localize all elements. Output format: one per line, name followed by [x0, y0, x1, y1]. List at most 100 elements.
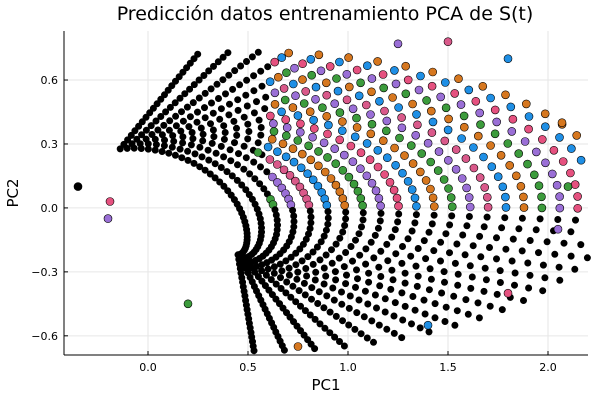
scatter-point	[439, 175, 449, 184]
scatter-point	[537, 135, 547, 144]
scatter-point	[375, 321, 383, 329]
scatter-point	[251, 268, 259, 276]
scatter-point	[311, 315, 319, 323]
scatter-point	[135, 122, 143, 130]
scatter-point	[447, 202, 457, 211]
scatter-point	[314, 161, 323, 171]
scatter-point	[296, 327, 304, 335]
scatter-point	[417, 149, 427, 158]
scatter-point	[371, 291, 379, 299]
scatter-point	[407, 252, 415, 260]
scatter-point	[105, 197, 115, 206]
scatter-point	[342, 208, 350, 216]
scatter-point	[433, 166, 443, 175]
y-tick-label: 0.3	[41, 138, 59, 151]
scatter-point	[331, 333, 339, 341]
scatter-point	[323, 292, 331, 300]
scatter-point	[209, 126, 217, 134]
scatter-point	[195, 94, 203, 102]
scatter-point	[198, 153, 206, 161]
scatter-point	[415, 167, 425, 177]
scatter-point	[364, 300, 372, 308]
scatter-point	[366, 110, 375, 119]
scatter-point	[284, 48, 294, 58]
scatter-point	[508, 257, 516, 265]
scatter-point	[571, 216, 579, 224]
scatter-point	[333, 86, 343, 96]
scatter-point	[451, 165, 461, 174]
scatter-point	[461, 251, 469, 259]
scatter-point	[292, 249, 300, 257]
scatter-point	[262, 93, 270, 101]
scatter-point	[282, 289, 290, 297]
scatter-point	[436, 92, 446, 102]
scatter-point	[269, 127, 279, 136]
scatter-point	[362, 61, 372, 70]
scatter-point	[160, 121, 168, 129]
scatter-point	[426, 265, 434, 273]
scatter-point	[356, 148, 366, 157]
scatter-point	[219, 76, 227, 84]
scatter-point	[322, 90, 332, 100]
scatter-point	[425, 286, 433, 294]
scatter-point	[446, 221, 454, 229]
scatter-point	[374, 194, 384, 203]
scatter-point	[453, 307, 461, 315]
scatter-point	[468, 273, 476, 281]
scatter-point	[243, 102, 251, 110]
scatter-point	[413, 120, 422, 130]
scatter-point	[308, 175, 318, 185]
scatter-point	[416, 324, 424, 332]
scatter-point	[138, 131, 146, 139]
scatter-point	[398, 289, 406, 297]
scatter-point	[361, 100, 371, 110]
scatter-point	[177, 127, 185, 135]
scatter-point	[181, 90, 189, 98]
scatter-point	[270, 100, 280, 109]
y-tick-label: −0.6	[31, 330, 58, 343]
scatter-point	[224, 49, 232, 57]
scatter-point	[186, 85, 194, 93]
scatter-point	[216, 115, 224, 123]
scatter-point	[277, 284, 285, 292]
scatter-point	[537, 203, 547, 213]
scatter-point	[382, 116, 392, 126]
scatter-point	[346, 292, 354, 300]
scatter-point	[178, 108, 186, 116]
scatter-point	[288, 144, 298, 153]
scatter-point	[190, 55, 198, 63]
scatter-point	[295, 127, 305, 137]
scatter-point	[308, 284, 316, 292]
scatter-point	[423, 138, 433, 148]
scatter-point	[465, 213, 473, 221]
scatter-point	[351, 236, 359, 244]
scatter-point	[172, 112, 180, 120]
scatter-point	[243, 76, 251, 84]
scatter-point	[526, 271, 534, 279]
scatter-point	[264, 265, 272, 273]
scatter-point	[210, 62, 218, 70]
scatter-point	[317, 238, 325, 246]
scatter-point	[376, 201, 385, 211]
scatter-point	[428, 67, 438, 77]
scatter-point	[320, 280, 328, 288]
scatter-point	[183, 299, 193, 309]
scatter-point	[172, 77, 180, 85]
scatter-point	[515, 225, 523, 233]
scatter-point	[221, 129, 229, 137]
scatter-point	[445, 249, 453, 257]
scatter-point	[315, 288, 323, 296]
scatter-point	[191, 150, 199, 158]
scatter-point	[293, 275, 301, 283]
scatter-point	[269, 119, 278, 128]
scatter-point	[231, 139, 239, 147]
scatter-point	[331, 159, 341, 168]
scatter-point	[555, 192, 564, 201]
scatter-point	[350, 132, 360, 142]
scatter-point	[463, 222, 471, 230]
scatter-point	[524, 112, 534, 121]
scatter-point	[234, 161, 242, 169]
scatter-point	[342, 215, 350, 223]
scatter-point	[431, 314, 439, 322]
scatter-point	[342, 280, 350, 288]
